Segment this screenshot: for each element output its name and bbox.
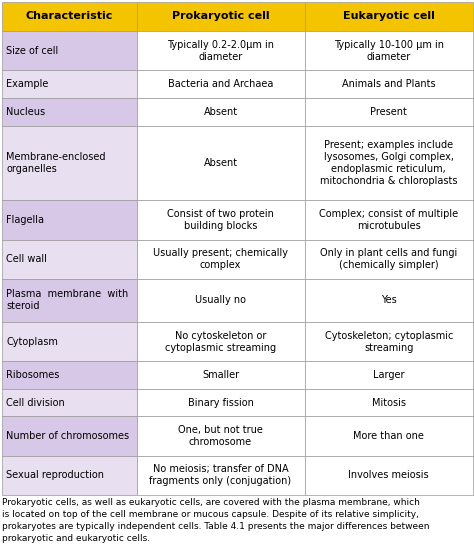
Text: Only in plant cells and fungi
(chemically simpler): Only in plant cells and fungi (chemicall…	[320, 248, 457, 270]
Text: Present: Present	[370, 107, 407, 116]
Text: Consist of two protein
building blocks: Consist of two protein building blocks	[167, 209, 274, 231]
Bar	[137, 417, 305, 456]
Text: Smaller: Smaller	[202, 370, 239, 380]
Text: Membrane-enclosed
organelles: Membrane-enclosed organelles	[6, 152, 106, 174]
Bar	[305, 71, 473, 98]
Bar	[137, 98, 305, 125]
Bar	[305, 200, 473, 240]
Text: No cytoskeleton or
cytoplasmic streaming: No cytoskeleton or cytoplasmic streaming	[165, 331, 276, 353]
Bar	[2, 361, 137, 389]
Bar	[137, 200, 305, 240]
Bar	[137, 279, 305, 322]
Bar	[305, 322, 473, 361]
Bar	[137, 322, 305, 361]
Text: Absent: Absent	[203, 107, 237, 116]
Bar	[137, 456, 305, 495]
Text: Size of cell: Size of cell	[6, 46, 58, 56]
Text: No meiosis; transfer of DNA
fragments only (conjugation): No meiosis; transfer of DNA fragments on…	[149, 464, 292, 487]
Bar	[137, 240, 305, 279]
Text: Yes: Yes	[381, 296, 397, 305]
Bar	[2, 417, 137, 456]
Bar	[2, 200, 137, 240]
Text: Cell division: Cell division	[6, 398, 65, 408]
Text: Characteristic: Characteristic	[26, 11, 113, 21]
Bar	[2, 279, 137, 322]
Text: One, but not true
chromosome: One, but not true chromosome	[178, 425, 263, 447]
Text: More than one: More than one	[353, 431, 424, 441]
Text: Mitosis: Mitosis	[372, 398, 406, 408]
Bar	[137, 361, 305, 389]
Bar	[305, 31, 473, 71]
Bar	[305, 125, 473, 200]
Text: Usually present; chemically
complex: Usually present; chemically complex	[153, 248, 288, 270]
Bar	[305, 98, 473, 125]
Bar	[2, 98, 137, 125]
Text: Eukaryotic cell: Eukaryotic cell	[343, 11, 435, 21]
Text: Cytoskeleton; cytoplasmic
streaming: Cytoskeleton; cytoplasmic streaming	[325, 331, 453, 353]
Text: Sexual reproduction: Sexual reproduction	[6, 470, 104, 480]
Text: Cytoplasm: Cytoplasm	[6, 337, 58, 347]
Text: Plasma  membrane  with
steroid: Plasma membrane with steroid	[6, 290, 128, 311]
Text: Number of chromosomes: Number of chromosomes	[6, 431, 129, 441]
Bar	[2, 2, 137, 31]
Bar	[305, 417, 473, 456]
Text: Cell wall: Cell wall	[6, 254, 47, 264]
Bar	[137, 389, 305, 417]
Text: Complex; consist of multiple
microtubules: Complex; consist of multiple microtubule…	[319, 209, 458, 231]
Text: Binary fission: Binary fission	[188, 398, 254, 408]
Bar	[305, 279, 473, 322]
Text: Present; examples include
lysosomes, Golgi complex,
endoplasmic reticulum,
mitoc: Present; examples include lysosomes, Gol…	[320, 140, 457, 186]
Text: Ribosomes: Ribosomes	[6, 370, 60, 380]
Text: Larger: Larger	[373, 370, 404, 380]
Text: Bacteria and Archaea: Bacteria and Archaea	[168, 79, 273, 89]
Text: Absent: Absent	[203, 158, 237, 168]
Text: Example: Example	[6, 79, 48, 89]
Bar	[305, 2, 473, 31]
Bar	[2, 31, 137, 71]
Text: Prokaryotic cells, as well as eukaryotic cells, are covered with the plasma memb: Prokaryotic cells, as well as eukaryotic…	[2, 498, 430, 543]
Text: Typically 0.2-2.0μm in
diameter: Typically 0.2-2.0μm in diameter	[167, 40, 274, 62]
Bar	[137, 31, 305, 71]
Bar	[305, 240, 473, 279]
Text: Animals and Plants: Animals and Plants	[342, 79, 436, 89]
Text: Usually no: Usually no	[195, 296, 246, 305]
Text: Prokaryotic cell: Prokaryotic cell	[172, 11, 269, 21]
Bar	[305, 389, 473, 417]
Bar	[137, 125, 305, 200]
Bar	[137, 2, 305, 31]
Bar	[2, 456, 137, 495]
Text: Involves meiosis: Involves meiosis	[348, 470, 429, 480]
Bar	[137, 71, 305, 98]
Bar	[2, 71, 137, 98]
Text: Flagella: Flagella	[6, 215, 44, 225]
Bar	[2, 240, 137, 279]
Bar	[2, 125, 137, 200]
Text: Typically 10-100 μm in
diameter: Typically 10-100 μm in diameter	[334, 40, 444, 62]
Bar	[305, 361, 473, 389]
Text: Nucleus: Nucleus	[6, 107, 46, 116]
Bar	[2, 322, 137, 361]
Bar	[305, 456, 473, 495]
Bar	[2, 389, 137, 417]
